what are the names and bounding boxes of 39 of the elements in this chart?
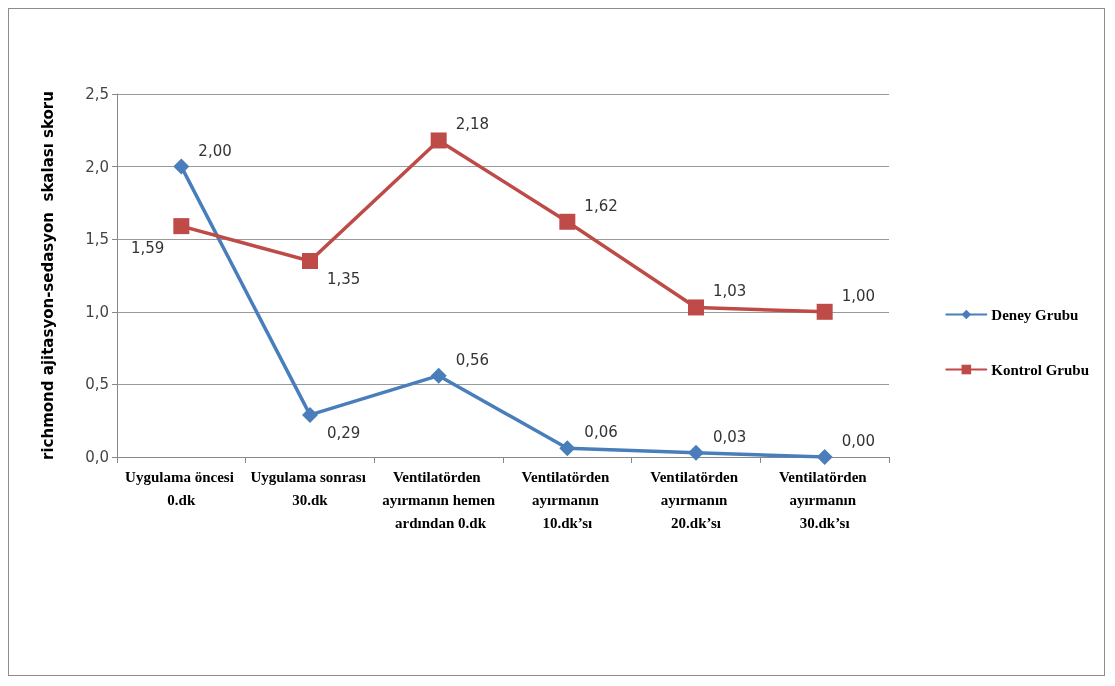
y-tick-label: 0,0 bbox=[85, 448, 109, 466]
point bbox=[302, 406, 318, 423]
data-label: 2,00 bbox=[198, 141, 232, 160]
y-tick-label: 1,5 bbox=[85, 230, 109, 249]
x-tick-label: Ventilatörden ayırmanın 20.dk’sı bbox=[650, 468, 742, 531]
y-tick-label: 0,5 bbox=[85, 375, 109, 394]
data-label: 0,29 bbox=[327, 423, 361, 442]
y-tick-label: 1,0 bbox=[85, 302, 109, 321]
data-label: 0,03 bbox=[713, 427, 747, 446]
x-tick-label: Ventilatörden ayırmanın hemen ardından 0.dk bbox=[382, 468, 496, 531]
data-label: 1,59 bbox=[130, 239, 165, 258]
y-axis-title: richmond ajitasyon-sedasyon skalası skoru bbox=[38, 91, 57, 460]
legend-label: Deney Grubu bbox=[991, 306, 1079, 323]
y-tick-label: 2,0 bbox=[85, 157, 109, 176]
x-tick-label: Ventilatörden ayırmanın 30.dk’sı bbox=[778, 468, 871, 531]
data-label: 0,56 bbox=[455, 350, 490, 369]
data-label: 1,62 bbox=[584, 196, 618, 215]
point bbox=[430, 132, 447, 149]
legend-label: Kontrol Grubu bbox=[991, 361, 1090, 378]
point bbox=[816, 449, 833, 465]
x-tick-label: Uygulama sonrası 30.dk bbox=[250, 468, 370, 508]
point bbox=[688, 299, 704, 316]
data-label: 1,00 bbox=[841, 286, 876, 305]
data-label: 0,06 bbox=[584, 423, 618, 442]
point bbox=[430, 367, 447, 384]
data-label: 2,18 bbox=[455, 115, 490, 134]
x-tick-label: Ventilatörden ayırmanın 10.dk’sı bbox=[521, 468, 614, 531]
point bbox=[688, 444, 704, 461]
point bbox=[302, 252, 318, 269]
point bbox=[559, 440, 576, 457]
point bbox=[173, 158, 190, 175]
y-tick-label: 2,5 bbox=[85, 85, 109, 103]
point bbox=[173, 218, 190, 235]
point bbox=[559, 213, 576, 230]
data-label: 0,00 bbox=[841, 432, 876, 450]
x-tick-label: Uygulama öncesi 0.dk bbox=[125, 468, 238, 508]
data-label: 1,35 bbox=[327, 269, 361, 288]
data-label: 1,03 bbox=[713, 282, 747, 301]
point bbox=[816, 303, 833, 320]
